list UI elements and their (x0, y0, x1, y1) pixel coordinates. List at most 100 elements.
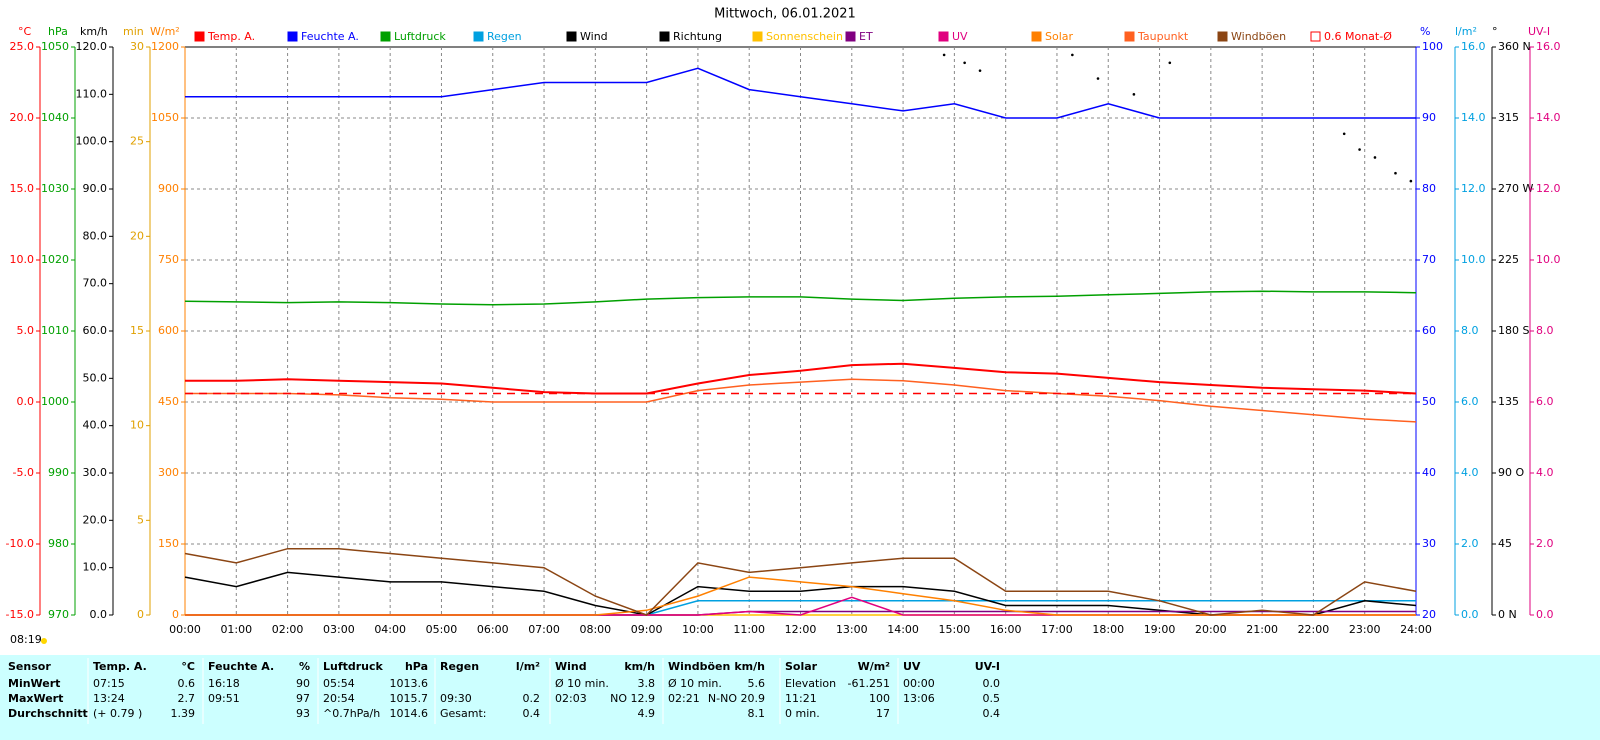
y-tick-label: 12.0 (1536, 182, 1561, 195)
y-tick-label: 8.0 (1461, 324, 1479, 337)
table-cell: -61.251 (848, 677, 890, 690)
y-tick-label: 1050 (151, 111, 179, 124)
legend-label: Temp. A. (207, 30, 255, 43)
table-cell: 1014.6 (390, 707, 429, 720)
y-tick-label: 10.0 (83, 561, 108, 574)
x-tick-label: 09:00 (631, 623, 663, 636)
axis-unit: W/m² (150, 25, 180, 38)
y-tick-label: 50 (1422, 395, 1436, 408)
y-tick-label: 2.0 (1536, 537, 1554, 550)
table-cell: 1.39 (171, 707, 196, 720)
table-cell: 5.6 (748, 677, 766, 690)
table-cell: l/m² (516, 660, 540, 673)
table-cell: °C (181, 660, 195, 673)
y-tick-label: 25.0 (10, 40, 35, 53)
y-tick-label: 1020 (41, 253, 69, 266)
table-cell: 02:21 (668, 692, 700, 705)
y-tick-label: 16.0 (1536, 40, 1561, 53)
table-cell: 4.9 (638, 707, 656, 720)
y-tick-label: 0.0 (90, 608, 108, 621)
table-cell: 13:06 (903, 692, 935, 705)
table-background (0, 655, 1600, 740)
table-cell: km/h (624, 660, 655, 673)
table-cell: Solar (785, 660, 818, 673)
y-tick-label: 315 (1498, 111, 1519, 124)
table-cell: Regen (440, 660, 479, 673)
x-tick-label: 06:00 (477, 623, 509, 636)
direction-dot (1342, 132, 1346, 136)
chart-title: Mittwoch, 06.01.2021 (714, 7, 856, 22)
direction-dot (1394, 171, 1397, 175)
x-tick-label: 21:00 (1246, 623, 1278, 636)
x-tick-label: 07:00 (528, 623, 560, 636)
table-cell: 93 (296, 707, 310, 720)
legend-swatch (1310, 31, 1321, 42)
y-tick-label: -10.0 (6, 537, 34, 550)
y-tick-label: 45 (1498, 537, 1512, 550)
y-tick-label: 0 (172, 608, 179, 621)
y-tick-label: 1000 (41, 395, 69, 408)
table-cell: 16:18 (208, 677, 240, 690)
table-cell: 0.5 (983, 692, 1001, 705)
x-tick-label: 04:00 (374, 623, 406, 636)
y-tick-label: 4.0 (1536, 466, 1554, 479)
table-cell: NO 12.9 (610, 692, 655, 705)
table-cell: 09:30 (440, 692, 472, 705)
y-tick-label: 12.0 (1461, 182, 1486, 195)
y-tick-label: 60 (1422, 324, 1436, 337)
y-tick-label: 100.0 (76, 135, 108, 148)
table-cell: N-NO 20.9 (708, 692, 765, 705)
legend-label: ET (859, 30, 873, 43)
table-cell: 0.0 (983, 677, 1001, 690)
legend-swatch (659, 31, 670, 42)
y-tick-label: 20 (130, 229, 144, 242)
y-tick-label: 30 (1422, 537, 1436, 550)
y-tick-label: 90 (1422, 111, 1436, 124)
y-tick-label: 15 (130, 324, 144, 337)
y-tick-label: 6.0 (1461, 395, 1479, 408)
x-tick-label: 12:00 (785, 623, 817, 636)
x-tick-label: 02:00 (272, 623, 304, 636)
table-cell: Ø 10 min. (555, 677, 609, 690)
table-cell: UV-I (975, 660, 1000, 673)
axis-unit: l/m² (1455, 25, 1477, 38)
y-tick-label: 60.0 (83, 324, 108, 337)
table-cell: % (299, 660, 310, 673)
table-cell: 00:00 (903, 677, 935, 690)
y-tick-label: 1030 (41, 182, 69, 195)
direction-dot (942, 53, 946, 57)
axis-unit: km/h (80, 25, 108, 38)
table-cell: Gesamt: (440, 707, 487, 720)
x-tick-label: 20:00 (1195, 623, 1227, 636)
y-tick-label: 5.0 (17, 324, 35, 337)
table-cell: Elevation (785, 677, 836, 690)
x-tick-label: 17:00 (1041, 623, 1073, 636)
legend-swatch (1031, 31, 1042, 42)
y-tick-label: 970 (48, 608, 69, 621)
table-cell: Temp. A. (93, 660, 147, 673)
y-tick-label: 100 (1422, 40, 1443, 53)
y-tick-label: 2.0 (1461, 537, 1479, 550)
legend-label: Windböen (1231, 30, 1286, 43)
y-tick-label: 14.0 (1461, 111, 1486, 124)
table-cell: 0.4 (983, 707, 1001, 720)
x-tick-label: 10:00 (682, 623, 714, 636)
y-tick-label: 8.0 (1536, 324, 1554, 337)
table-cell: 11:21 (785, 692, 817, 705)
y-tick-label: 4.0 (1461, 466, 1479, 479)
series-line (185, 378, 1417, 423)
table-cell: 90 (296, 677, 310, 690)
series-line (184, 547, 1417, 616)
table-cell: hPa (405, 660, 428, 673)
table-cell: 20:54 (323, 692, 355, 705)
y-tick-label: 10.0 (1461, 253, 1486, 266)
sun-icon (41, 638, 47, 644)
direction-dot (1096, 77, 1100, 80)
y-tick-label: -15.0 (6, 608, 34, 621)
axis-unit: min (123, 25, 144, 38)
table-cell: 100 (869, 692, 890, 705)
direction-dot (1071, 53, 1074, 57)
legend-swatch (473, 31, 484, 42)
